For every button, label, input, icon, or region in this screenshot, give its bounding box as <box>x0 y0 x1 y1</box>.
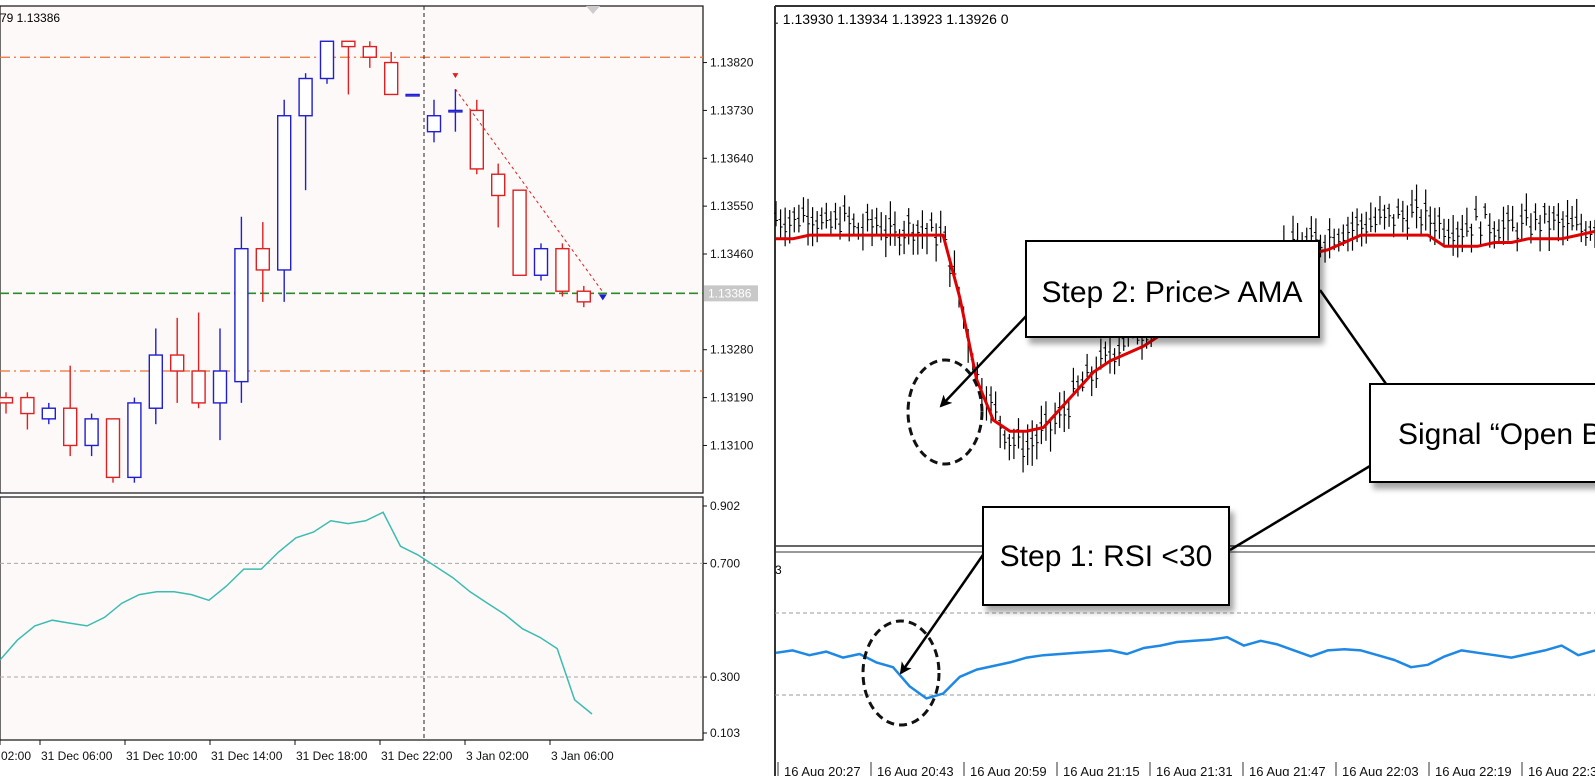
price-highlight-circle <box>906 358 984 466</box>
x-tick-label: 31 Dec 22:00 <box>381 749 453 763</box>
rsi-highlight-circle <box>861 619 941 727</box>
candle-body <box>0 396 14 404</box>
left-chart-panel: 79 1.13386 1.138201.137301.136401.135501… <box>0 5 758 763</box>
right-time-axis: 16 Aug 20:27 16 Aug 20:43 16 Aug 20:59 16 A… <box>777 762 1595 776</box>
candle-body <box>169 354 185 372</box>
candle-body <box>491 173 506 197</box>
candle-body <box>41 407 56 420</box>
y-tick-label: 1.13280 <box>710 343 754 357</box>
right-chart-panel: . 1.13930 1.13934 1.13923 1.13926 0 3 16… <box>774 5 1595 776</box>
x-tick-label: 3 Jan 06:00 <box>551 749 614 763</box>
right-x-tick-label: 16 Aug 21:31 <box>1156 764 1233 776</box>
callout-signal: Signal “Open Bu <box>1369 383 1595 483</box>
y-tick-label: 1.13460 <box>710 247 754 261</box>
candle-body <box>384 61 399 96</box>
current-price-tag <box>704 285 758 302</box>
candle-body <box>20 396 35 415</box>
candle-body <box>512 189 527 276</box>
x-tick-label: 31 Dec 10:00 <box>126 749 198 763</box>
callout-step1: Step 1: RSI <30 <box>982 506 1230 606</box>
callout-signal-text: Signal “Open Bu <box>1398 418 1595 451</box>
right-x-tick-label: 16 Aug 21:15 <box>1063 764 1140 776</box>
right-x-tick-label: 16 Aug 22:3 <box>1528 764 1595 776</box>
y-tick-label: 1.13820 <box>710 56 754 70</box>
candle-body <box>448 109 463 113</box>
left-candles <box>0 40 607 483</box>
candle-body <box>105 418 121 479</box>
candle-body <box>362 45 377 58</box>
osc-y-tick-label: 0.700 <box>710 556 740 570</box>
candle-body <box>234 247 249 383</box>
candle-body <box>63 407 78 447</box>
candle-body <box>191 370 206 404</box>
right-rsi-line <box>775 635 1595 700</box>
right-x-tick-label: 16 Aug 20:27 <box>784 764 861 776</box>
candle-body <box>469 109 484 170</box>
x-tick-label: 31 Dec 14:00 <box>211 749 283 763</box>
candle-body <box>405 93 420 97</box>
left-price-plot-bg <box>0 6 703 493</box>
shift-marker-icon[interactable] <box>586 6 600 14</box>
rsi-series-line <box>775 635 1595 700</box>
left-osc-plot-bg <box>0 497 703 740</box>
right-x-tick-label: 16 Aug 20:59 <box>970 764 1047 776</box>
candle-body <box>576 290 591 303</box>
left-header-text: 79 1.13386 <box>0 11 60 25</box>
left-osc-plot-frame <box>0 496 704 741</box>
candle-body <box>148 354 164 409</box>
callout-step2: Step 2: Price> AMA <box>1025 240 1320 338</box>
projection-line <box>454 88 605 294</box>
left-time-axis: 02:00 31 Dec 06:00 31 Dec 10:00 31 Dec 14:0… <box>0 740 614 763</box>
candle-body <box>84 418 99 447</box>
left-oscillator: 0.902 0.700 0.300 0.103 <box>0 499 740 740</box>
entry-arrow-icon <box>598 294 607 301</box>
candle-body <box>426 115 442 133</box>
arrow-step1-to-rsi <box>899 551 987 675</box>
osc-series-line <box>0 511 593 715</box>
y-tick-label: 1.13190 <box>710 391 754 405</box>
candle-body <box>298 77 313 117</box>
right-x-tick-label: 16 Aug 21:47 <box>1249 764 1326 776</box>
right-osc-label: 3 <box>775 563 782 577</box>
callout-signal-box <box>1369 383 1595 483</box>
osc-y-tick-label: 0.103 <box>710 726 740 740</box>
y-tick-label: 1.13550 <box>710 199 754 213</box>
x-tick-label: 31 Dec 06:00 <box>41 749 113 763</box>
right-x-tick-label: 16 Aug 22:19 <box>1435 764 1512 776</box>
arrow-step2-to-price <box>939 311 1031 408</box>
callout-step2-text: Step 2: Price> AMA <box>1042 276 1303 309</box>
right-x-tick-label: 16 Aug 20:43 <box>877 764 954 776</box>
candle-body <box>319 40 335 80</box>
left-price-plot-frame <box>0 5 704 494</box>
candle-body <box>212 370 228 404</box>
right-header-text: . 1.13930 1.13934 1.13923 1.13926 0 <box>775 11 1009 27</box>
x-tick-label: 02:00 <box>1 749 31 763</box>
current-price-label: 1.13386 <box>708 286 752 300</box>
x-tick-label: 31 Dec 18:00 <box>296 749 368 763</box>
candle-body <box>533 247 549 276</box>
left-price-axis: 1.13820 1.13730 1.13640 1.13550 1.13460 1.132… <box>703 56 758 452</box>
osc-y-tick-label: 0.300 <box>710 670 740 684</box>
candle-body <box>341 40 356 48</box>
y-tick-label: 1.13100 <box>710 438 754 452</box>
y-tick-label: 1.13640 <box>710 151 754 165</box>
x-tick-label: 3 Jan 02:00 <box>466 749 529 763</box>
y-tick-label: 1.13730 <box>710 103 754 117</box>
candle-body <box>555 247 570 292</box>
osc-y-tick-label: 0.902 <box>710 499 740 513</box>
callout-step1-box <box>982 506 1230 606</box>
signal-arrow-icon <box>452 73 459 79</box>
callout-step2-box <box>1025 240 1320 338</box>
arrow-step1-to-signal <box>1229 455 1387 552</box>
candle-body <box>127 402 142 479</box>
candle-body <box>277 115 292 271</box>
right-x-tick-label: 16 Aug 22:03 <box>1342 764 1419 776</box>
candle-body <box>255 247 270 271</box>
callout-step1-text: Step 1: RSI <30 <box>1000 540 1213 573</box>
